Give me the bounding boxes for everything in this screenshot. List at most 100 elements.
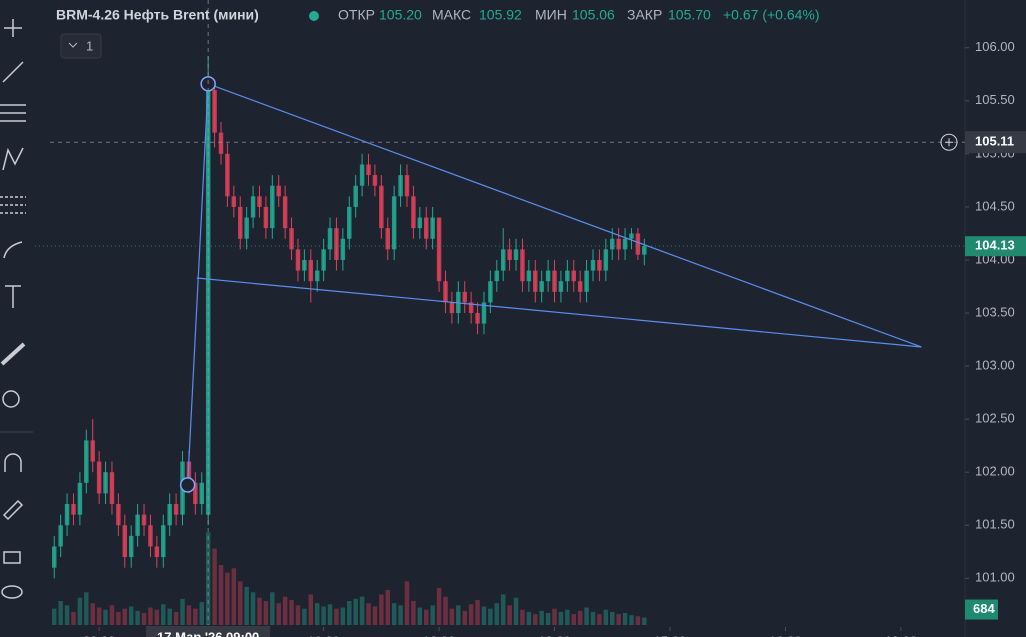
volume-bar xyxy=(244,586,249,625)
volume-bar xyxy=(584,607,589,625)
x-tick-label: 15:00 xyxy=(654,633,687,637)
y-tick-label: 102.50 xyxy=(975,411,1015,426)
pencil-tool[interactable] xyxy=(2,499,24,521)
plot: 101.00 101.50 102.00 102.50 103.00 103.50 104.… xyxy=(35,0,1026,637)
volume-bar xyxy=(398,605,403,625)
candle-body xyxy=(545,270,551,282)
pattern-tool[interactable] xyxy=(2,147,24,171)
volume-bar xyxy=(500,594,506,625)
zoom-tool[interactable] xyxy=(2,390,20,408)
volume-bar xyxy=(391,603,397,625)
candle-body xyxy=(51,546,57,568)
trendline-tool[interactable] xyxy=(2,61,24,83)
candle-body xyxy=(391,196,397,250)
volume-bar xyxy=(90,603,95,625)
channel-tool[interactable] xyxy=(0,104,26,122)
candle-body xyxy=(58,525,63,547)
crosshair-tool[interactable] xyxy=(4,19,22,37)
candle-body xyxy=(533,270,538,292)
volume-bar xyxy=(116,611,121,625)
symbol: BRM-4.26 Нефть Brent (мини) xyxy=(56,7,259,23)
candle-body xyxy=(629,233,634,239)
ruler-tool[interactable] xyxy=(0,342,26,366)
volume-bar xyxy=(282,596,288,625)
volume-bar xyxy=(366,603,371,625)
high-label: МАКС xyxy=(432,7,471,23)
volume-bar xyxy=(302,608,307,625)
candle-body xyxy=(128,535,134,558)
candle-body xyxy=(353,185,358,207)
text-tool[interactable] xyxy=(5,285,21,308)
chevron xyxy=(68,42,78,48)
volume-bar xyxy=(58,601,63,625)
fib-tool[interactable] xyxy=(0,196,26,214)
candle-body xyxy=(475,313,480,324)
volume-box xyxy=(965,599,998,620)
crosshair-time-box xyxy=(146,626,271,637)
volume-bar xyxy=(225,572,230,625)
y-tick-label: 103.00 xyxy=(975,358,1015,373)
volume-bar xyxy=(462,610,467,625)
candle-body xyxy=(276,185,281,197)
candle-body xyxy=(295,249,301,271)
brush-tool[interactable] xyxy=(3,241,23,259)
open-value: 105.20 xyxy=(379,7,422,23)
candle-body xyxy=(199,482,205,505)
candle-body xyxy=(161,525,166,558)
candle-body xyxy=(308,259,314,282)
volume-bar xyxy=(96,607,102,625)
y-tick-label: 103.50 xyxy=(975,304,1015,319)
y-tick-label: 104.50 xyxy=(975,198,1015,213)
volume-bar xyxy=(629,615,634,625)
volume-bar xyxy=(180,598,185,625)
volume-bar xyxy=(475,599,480,625)
volume-bar xyxy=(353,598,358,625)
candle-body xyxy=(616,238,621,250)
volume-bar xyxy=(64,605,70,625)
volume-bar xyxy=(539,610,544,625)
low-label: МИН xyxy=(535,7,567,23)
candle-body xyxy=(520,249,525,282)
candle-body xyxy=(84,440,89,483)
candle-body xyxy=(449,302,455,314)
candle-body xyxy=(96,461,102,494)
candle-body xyxy=(71,504,76,515)
volume-bar xyxy=(103,609,108,625)
candle-body xyxy=(359,164,365,186)
candle-body xyxy=(565,270,570,282)
volume-bar xyxy=(379,594,384,625)
y-tick-label: 106.50 xyxy=(975,0,1015,1)
y-tick-label: 105.50 xyxy=(975,92,1015,107)
candle-body xyxy=(257,196,262,207)
volume-bar xyxy=(616,614,621,625)
x-tick-label: 10:30 xyxy=(307,633,340,637)
volume-bar xyxy=(359,596,365,625)
volume-bar xyxy=(449,608,455,625)
volume-bar xyxy=(167,608,172,625)
candle-body xyxy=(327,228,333,250)
volume-bar xyxy=(507,605,512,625)
candle-body xyxy=(558,281,564,292)
y-tick-label: 101.50 xyxy=(975,517,1015,532)
volume-bar xyxy=(327,604,333,625)
magnet-tool[interactable] xyxy=(4,453,22,472)
candle-body xyxy=(141,514,147,526)
volume-bar xyxy=(128,606,134,625)
lock-tool[interactable] xyxy=(3,551,21,564)
volume-bar xyxy=(552,608,557,625)
volume-bar xyxy=(308,594,314,625)
candle-body xyxy=(423,217,429,239)
volume-bar xyxy=(148,607,153,625)
candle-body xyxy=(526,270,532,282)
volume-bar xyxy=(520,609,525,625)
crosshair-time-label: 17 Мар '26 09:00 xyxy=(157,629,259,637)
volume-bar xyxy=(289,599,294,625)
indicators-toggle[interactable] xyxy=(60,33,102,59)
candle-body xyxy=(584,270,589,292)
volume-bar xyxy=(526,611,532,625)
low-value: 105.06 xyxy=(572,7,615,23)
indicator-count: 1 xyxy=(86,38,93,53)
volume-bar xyxy=(545,613,551,625)
visibility-tool[interactable] xyxy=(1,585,23,599)
volume-bar xyxy=(257,597,262,625)
